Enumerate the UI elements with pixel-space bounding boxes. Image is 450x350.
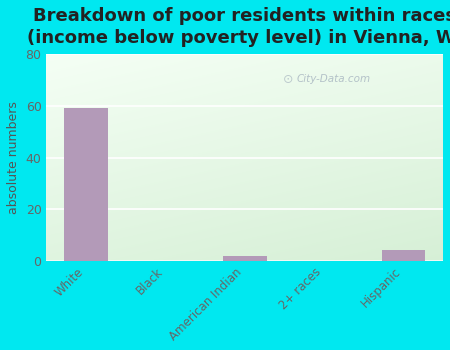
Bar [382,251,425,261]
Bar [64,108,108,261]
Text: City-Data.com: City-Data.com [296,74,370,84]
Text: ⊙: ⊙ [283,72,293,85]
Bar [223,256,266,261]
Y-axis label: absolute numbers: absolute numbers [7,101,20,214]
Title: Breakdown of poor residents within races
(income below poverty level) in Vienna,: Breakdown of poor residents within races… [27,7,450,47]
